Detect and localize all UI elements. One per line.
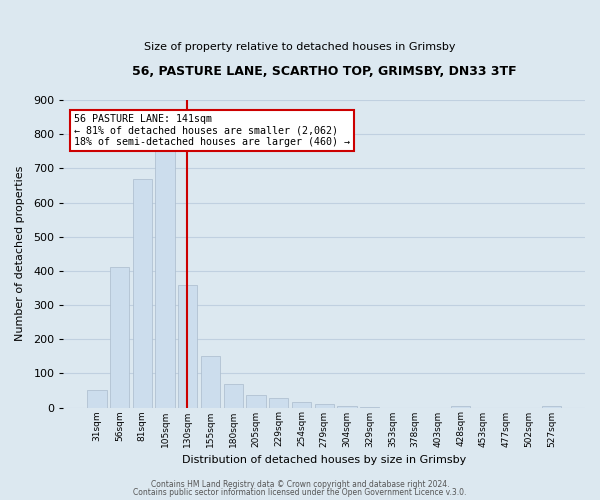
Title: 56, PASTURE LANE, SCARTHO TOP, GRIMSBY, DN33 3TF: 56, PASTURE LANE, SCARTHO TOP, GRIMSBY, … — [132, 65, 517, 78]
Bar — [201, 356, 220, 408]
Bar — [133, 178, 152, 408]
Bar — [155, 152, 175, 408]
Bar — [87, 390, 107, 407]
X-axis label: Distribution of detached houses by size in Grimsby: Distribution of detached houses by size … — [182, 455, 466, 465]
Bar — [314, 404, 334, 407]
Text: Size of property relative to detached houses in Grimsby: Size of property relative to detached ho… — [144, 42, 456, 52]
Y-axis label: Number of detached properties: Number of detached properties — [15, 166, 25, 342]
Text: Contains public sector information licensed under the Open Government Licence v.: Contains public sector information licen… — [133, 488, 467, 497]
Bar — [542, 406, 561, 408]
Bar — [292, 402, 311, 407]
Text: Contains HM Land Registry data © Crown copyright and database right 2024.: Contains HM Land Registry data © Crown c… — [151, 480, 449, 489]
Text: 56 PASTURE LANE: 141sqm
← 81% of detached houses are smaller (2,062)
18% of semi: 56 PASTURE LANE: 141sqm ← 81% of detache… — [74, 114, 350, 147]
Bar — [110, 268, 129, 408]
Bar — [269, 398, 289, 407]
Bar — [360, 407, 379, 408]
Bar — [451, 406, 470, 408]
Bar — [247, 395, 266, 407]
Bar — [337, 406, 356, 407]
Bar — [224, 384, 243, 407]
Bar — [178, 284, 197, 408]
